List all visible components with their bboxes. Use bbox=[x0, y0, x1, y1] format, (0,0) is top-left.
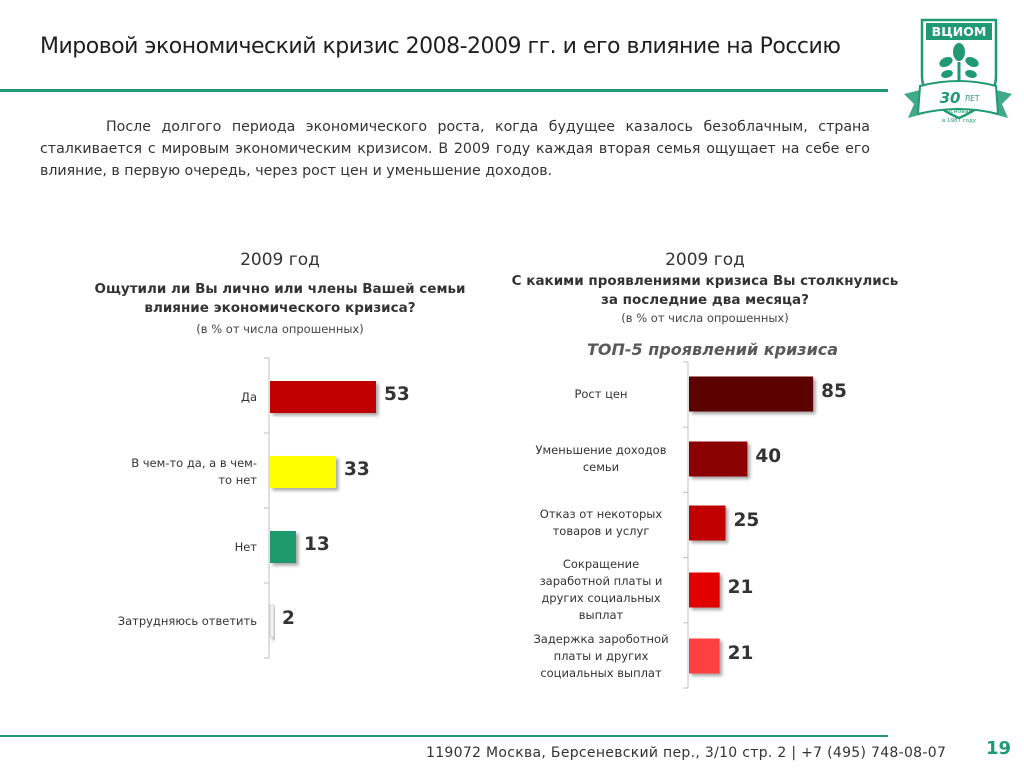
right-chart-bar bbox=[689, 505, 726, 541]
left-chart-question: Ощутили ли Вы лично или члены Вашей семь… bbox=[70, 280, 490, 318]
left-chart-category-line: В чем-то да, а в чем- bbox=[131, 456, 257, 470]
footer-divider bbox=[0, 735, 888, 737]
right-chart-category-label: Сокращение заработной платы и других социа… bbox=[526, 556, 676, 624]
right-chart-value-label: 25 bbox=[733, 510, 760, 531]
left-chart-bar bbox=[270, 456, 336, 488]
left-chart-category-line: Да bbox=[240, 389, 257, 404]
footer-address: 119072 Москва, Берсеневский пер., 3/10 с… bbox=[426, 745, 947, 761]
right-chart-category-line: Задержка зароботной bbox=[533, 631, 669, 646]
left-chart-year: 2009 год bbox=[240, 250, 320, 270]
right-chart-category-line: платы и других bbox=[553, 648, 649, 663]
left-chart-category-line: то нет bbox=[218, 473, 257, 487]
right-chart-question-line1: С какими проявлениями кризиса Вы столкну… bbox=[511, 273, 899, 289]
right-chart-category-line: Рост цен bbox=[574, 386, 628, 401]
right-chart-value-label: 21 bbox=[727, 577, 754, 598]
page-title: Мировой экономический кризис 2008-2009 г… bbox=[40, 34, 841, 59]
right-chart-category-label: Рост цен bbox=[526, 386, 676, 403]
logo-years: 30 bbox=[940, 89, 961, 107]
right-chart-category-line: других социальных bbox=[541, 591, 661, 605]
logo-founded: Основан bbox=[946, 108, 973, 115]
right-chart-bar bbox=[689, 572, 720, 608]
left-chart-value-label: 13 bbox=[304, 534, 330, 555]
right-chart-value-label: 40 bbox=[755, 446, 782, 467]
left-chart-bar bbox=[270, 381, 376, 413]
left-chart-value-label: 53 bbox=[384, 384, 410, 405]
right-chart-value-label: 21 bbox=[727, 643, 754, 664]
right-chart-category-label: Задержка зароботной платы и других социаль… bbox=[526, 631, 676, 682]
left-chart-category-label: Да bbox=[107, 389, 257, 406]
right-chart-bar bbox=[689, 376, 814, 412]
left-chart-category-label: В чем-то да, а в чем-то нет bbox=[107, 455, 257, 489]
right-chart-category-line: Отказ от некоторых bbox=[539, 507, 663, 521]
title-divider bbox=[0, 89, 888, 92]
right-chart-category-label: Отказ от некоторых товаров и услуг bbox=[526, 506, 676, 540]
right-chart-header: 2009 год С какими проявлениями кризиса В… bbox=[500, 250, 910, 325]
left-chart-bar bbox=[269, 604, 275, 638]
right-chart-value-label: 85 bbox=[821, 381, 847, 402]
right-chart-category-label: Уменьшение доходов семьи bbox=[526, 442, 676, 476]
right-chart-category-line: выплат bbox=[578, 608, 624, 622]
right-chart-question-line2: за последние два месяца? bbox=[601, 292, 809, 308]
vciom-logo: ВЦИОМ 30 ЛЕТ Основан в 1987 году bbox=[904, 18, 1012, 124]
right-chart-category-line: Сокращение bbox=[562, 557, 640, 571]
intro-text: После долгого периода экономического рос… bbox=[40, 119, 870, 179]
left-chart-category-label: Нет bbox=[107, 539, 257, 556]
logo-text: ВЦИОМ bbox=[932, 24, 987, 39]
right-chart-year: 2009 год bbox=[665, 250, 745, 270]
left-chart-value-label: 2 bbox=[282, 608, 295, 629]
left-chart-note: (в % от числа опрошенных) bbox=[196, 322, 364, 336]
left-chart-category-label: Затрудняюсь ответить bbox=[107, 613, 257, 630]
right-chart-bar bbox=[689, 638, 720, 674]
right-chart-question: С какими проявлениями кризиса Вы столкну… bbox=[500, 272, 910, 310]
logo-founded-year: в 1987 году bbox=[942, 118, 977, 124]
left-chart-category-line: Нет bbox=[234, 539, 257, 554]
right-chart-bar bbox=[689, 441, 748, 477]
tree-icon bbox=[939, 43, 979, 88]
left-chart-value-label: 33 bbox=[344, 459, 370, 480]
right-chart-category-line: товаров и услуг bbox=[552, 524, 650, 538]
right-chart-note: (в % от числа опрошенных) bbox=[621, 311, 789, 325]
intro-paragraph: После долгого периода экономического рос… bbox=[40, 116, 870, 182]
right-chart-category-line: семьи bbox=[582, 460, 620, 474]
left-chart-category-line: Затрудняюсь ответить bbox=[117, 613, 257, 628]
right-chart-category-line: заработной платы и bbox=[539, 574, 663, 588]
right-chart-category-line: Уменьшение доходов bbox=[535, 443, 667, 457]
logo-years-suffix: ЛЕТ bbox=[965, 94, 980, 103]
left-chart-question-line1: Ощутили ли Вы лично или члены Вашей семь… bbox=[94, 281, 466, 297]
left-chart-bar bbox=[270, 531, 296, 563]
left-chart-question-line2: влияние экономического кризиса? bbox=[144, 300, 416, 316]
right-chart-subtitle: ТОП-5 проявлений кризиса bbox=[587, 340, 839, 359]
left-chart-header: 2009 год Ощутили ли Вы лично или члены В… bbox=[70, 250, 490, 336]
page-number: 19 bbox=[986, 738, 1012, 759]
right-chart-category-line: социальных выплат bbox=[540, 665, 662, 680]
